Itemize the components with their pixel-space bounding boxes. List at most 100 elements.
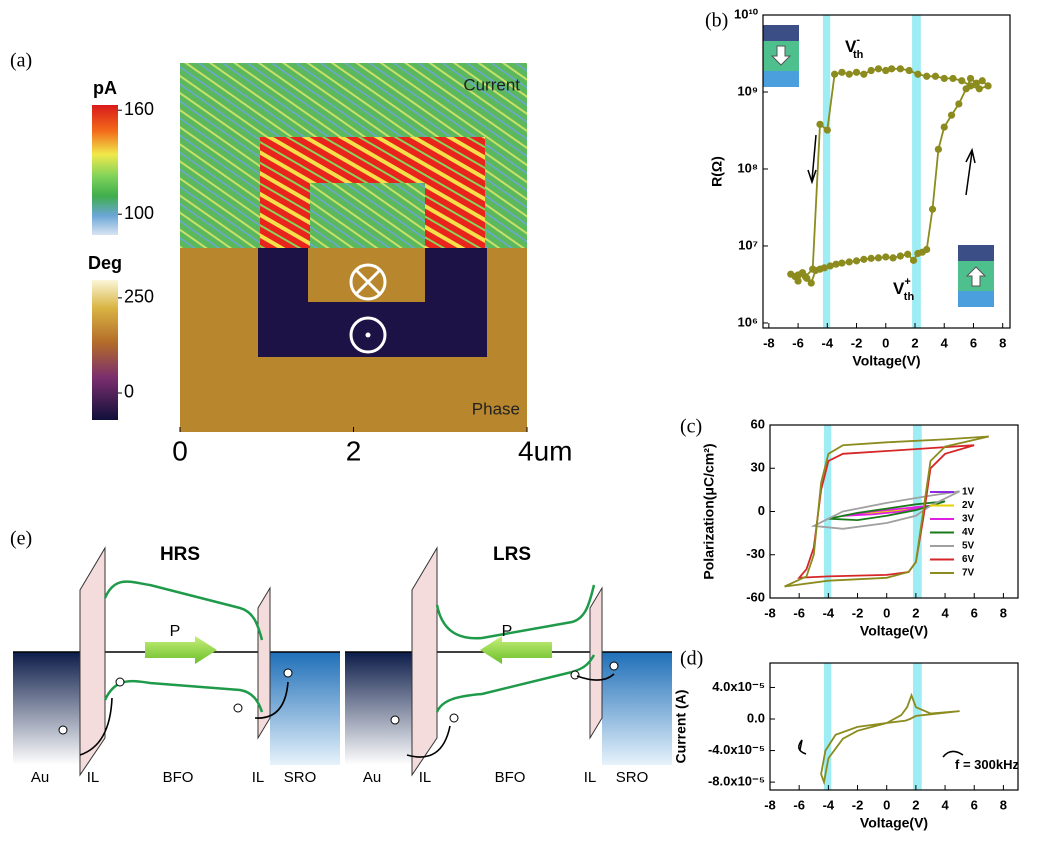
domain-up-dot — [366, 333, 371, 338]
x-tick-label: 0 — [883, 605, 890, 620]
layer-label: SRO — [616, 769, 649, 786]
data-point — [932, 73, 939, 80]
data-point — [904, 251, 911, 258]
polarization-label: P — [170, 623, 181, 640]
y-tick-label: 0 — [758, 503, 765, 518]
x-axis-label: Voltage(V) — [852, 353, 920, 369]
data-point — [853, 257, 860, 264]
x-tick-label: 0 — [883, 797, 890, 812]
legend-label: 5V — [962, 541, 975, 552]
legend-label: 2V — [962, 500, 975, 511]
shaded-region — [824, 425, 831, 598]
data-point — [941, 75, 948, 82]
y-axis-label: R(Ω) — [709, 156, 725, 187]
layer-label: SRO — [284, 769, 317, 786]
sweep-arrow — [808, 135, 816, 182]
panel-label: (d) — [680, 648, 703, 670]
x-tick-label: 2 — [911, 335, 918, 350]
data-point — [838, 69, 845, 76]
x-tick-label: 6 — [971, 605, 978, 620]
data-point — [906, 67, 913, 74]
data-point — [948, 112, 955, 119]
legend-label: 3V — [962, 514, 975, 525]
y-tick-label: 60 — [751, 416, 765, 431]
y-tick-label: 10⁶ — [738, 314, 758, 329]
electrode-au — [13, 652, 80, 765]
data-point — [802, 273, 809, 280]
carrier — [610, 662, 618, 670]
y-tick-label: 0.0 — [747, 710, 765, 725]
carrier — [59, 726, 67, 734]
annotation-sup: + — [904, 276, 910, 288]
figure: Current Phase (a) (e) pA100160Deg0250024… — [0, 0, 1040, 841]
y-tick-label: 30 — [751, 460, 765, 475]
band-edge — [437, 585, 594, 638]
x-tick-label: 8 — [999, 335, 1006, 350]
x-tick-label: 2 — [346, 435, 362, 466]
annotation-sub: th — [853, 49, 864, 61]
panel-label: (a) — [10, 50, 32, 72]
colorbar-tick-label: 100 — [124, 203, 154, 223]
annotation: f = 300kHz — [955, 757, 1019, 772]
x-tick-label: -8 — [763, 335, 775, 350]
data-point — [914, 71, 921, 78]
x-tick-label: 2 — [912, 797, 919, 812]
x-tick-label: -2 — [852, 605, 864, 620]
interface-layer — [80, 548, 105, 775]
annotation: V+th — [893, 276, 914, 303]
data-point — [958, 77, 965, 84]
data-point — [875, 65, 882, 72]
x-tick-label: -2 — [852, 797, 864, 812]
data-point — [941, 123, 948, 130]
data-point — [875, 254, 882, 261]
x-tick-label: -8 — [764, 797, 776, 812]
inset-up — [958, 245, 994, 307]
panel-label: (b) — [705, 10, 728, 32]
carrier — [571, 671, 579, 679]
data-point — [824, 126, 831, 133]
x-tick-label: 6 — [970, 335, 977, 350]
data-point — [897, 65, 904, 72]
carrier — [116, 678, 124, 686]
shaded-region — [913, 425, 922, 598]
interface-layer — [258, 588, 270, 738]
afm-map: Current Phase — [180, 63, 527, 432]
state-label: HRS — [160, 544, 200, 565]
y-tick-label: -8.0x10⁻⁵ — [708, 774, 765, 789]
data-point — [846, 71, 853, 78]
sweep-arrow — [966, 150, 975, 195]
x-tick-label: -6 — [793, 797, 805, 812]
y-tick-label: 10⁹ — [737, 83, 758, 98]
annotation: V-th — [845, 34, 864, 61]
data-point — [897, 252, 904, 259]
data-point — [868, 67, 875, 74]
data-point — [794, 271, 801, 278]
y-axis-label: Polarization(μC/cm²) — [701, 443, 717, 579]
data-point — [923, 246, 930, 253]
data-point — [882, 253, 889, 260]
shaded-region — [913, 663, 922, 790]
y-tick-label: -30 — [746, 546, 765, 561]
colorbar — [92, 105, 118, 235]
data-point — [809, 266, 816, 273]
y-tick-label: 10⁸ — [737, 160, 758, 175]
y-tick-label: 4.0x10⁻⁵ — [712, 679, 765, 694]
data-point — [838, 259, 845, 266]
y-tick-label: 10⁷ — [738, 237, 758, 252]
colorbar-tick-label: 0 — [124, 382, 134, 402]
data-point — [967, 75, 974, 82]
layer-label: Au — [31, 769, 49, 786]
shaded-region — [824, 663, 831, 790]
x-tick-label: -6 — [792, 335, 804, 350]
x-tick-label: 4 — [941, 797, 949, 812]
y-tick-label: 10¹⁰ — [734, 6, 759, 21]
panel-label: (c) — [680, 416, 702, 438]
state-label: LRS — [493, 544, 531, 565]
data-point — [949, 75, 956, 82]
layer-label: IL — [87, 769, 100, 786]
annotation-text: f = 300kHz — [955, 757, 1019, 772]
data-point — [910, 257, 917, 264]
x-tick-label: 0 — [172, 435, 188, 466]
y-axis-label: Current (A) — [673, 690, 689, 764]
